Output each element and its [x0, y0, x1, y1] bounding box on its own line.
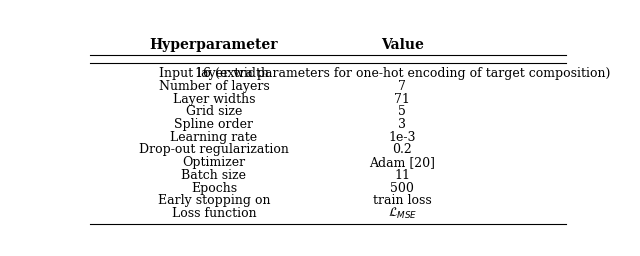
Text: Drop-out regularization: Drop-out regularization: [139, 143, 289, 156]
Text: Grid size: Grid size: [186, 105, 242, 118]
Text: Batch size: Batch size: [181, 169, 246, 182]
Text: Loss function: Loss function: [172, 207, 256, 220]
Text: Layer widths: Layer widths: [173, 92, 255, 105]
Text: Optimizer: Optimizer: [182, 156, 246, 169]
Text: 1e-3: 1e-3: [388, 131, 416, 144]
Text: Spline order: Spline order: [175, 118, 253, 131]
Text: train loss: train loss: [373, 194, 432, 207]
Text: $\mathcal{L}_{MSE}$: $\mathcal{L}_{MSE}$: [388, 206, 417, 221]
Text: Value: Value: [381, 38, 424, 51]
Text: 0.2: 0.2: [392, 143, 412, 156]
Text: Input layer width: Input layer width: [159, 67, 269, 80]
Text: 7: 7: [399, 80, 406, 93]
Text: Epochs: Epochs: [191, 182, 237, 195]
Text: Adam [20]: Adam [20]: [369, 156, 435, 169]
Text: 5: 5: [399, 105, 406, 118]
Text: 3: 3: [398, 118, 406, 131]
Text: Number of layers: Number of layers: [159, 80, 269, 93]
Text: 71: 71: [394, 92, 410, 105]
Text: 16 (extra parameters for one-hot encoding of target composition): 16 (extra parameters for one-hot encodin…: [195, 67, 610, 80]
Text: Early stopping on: Early stopping on: [157, 194, 270, 207]
Text: 500: 500: [390, 182, 414, 195]
Text: Hyperparameter: Hyperparameter: [150, 38, 278, 51]
Text: 11: 11: [394, 169, 410, 182]
Text: Learning rate: Learning rate: [170, 131, 257, 144]
